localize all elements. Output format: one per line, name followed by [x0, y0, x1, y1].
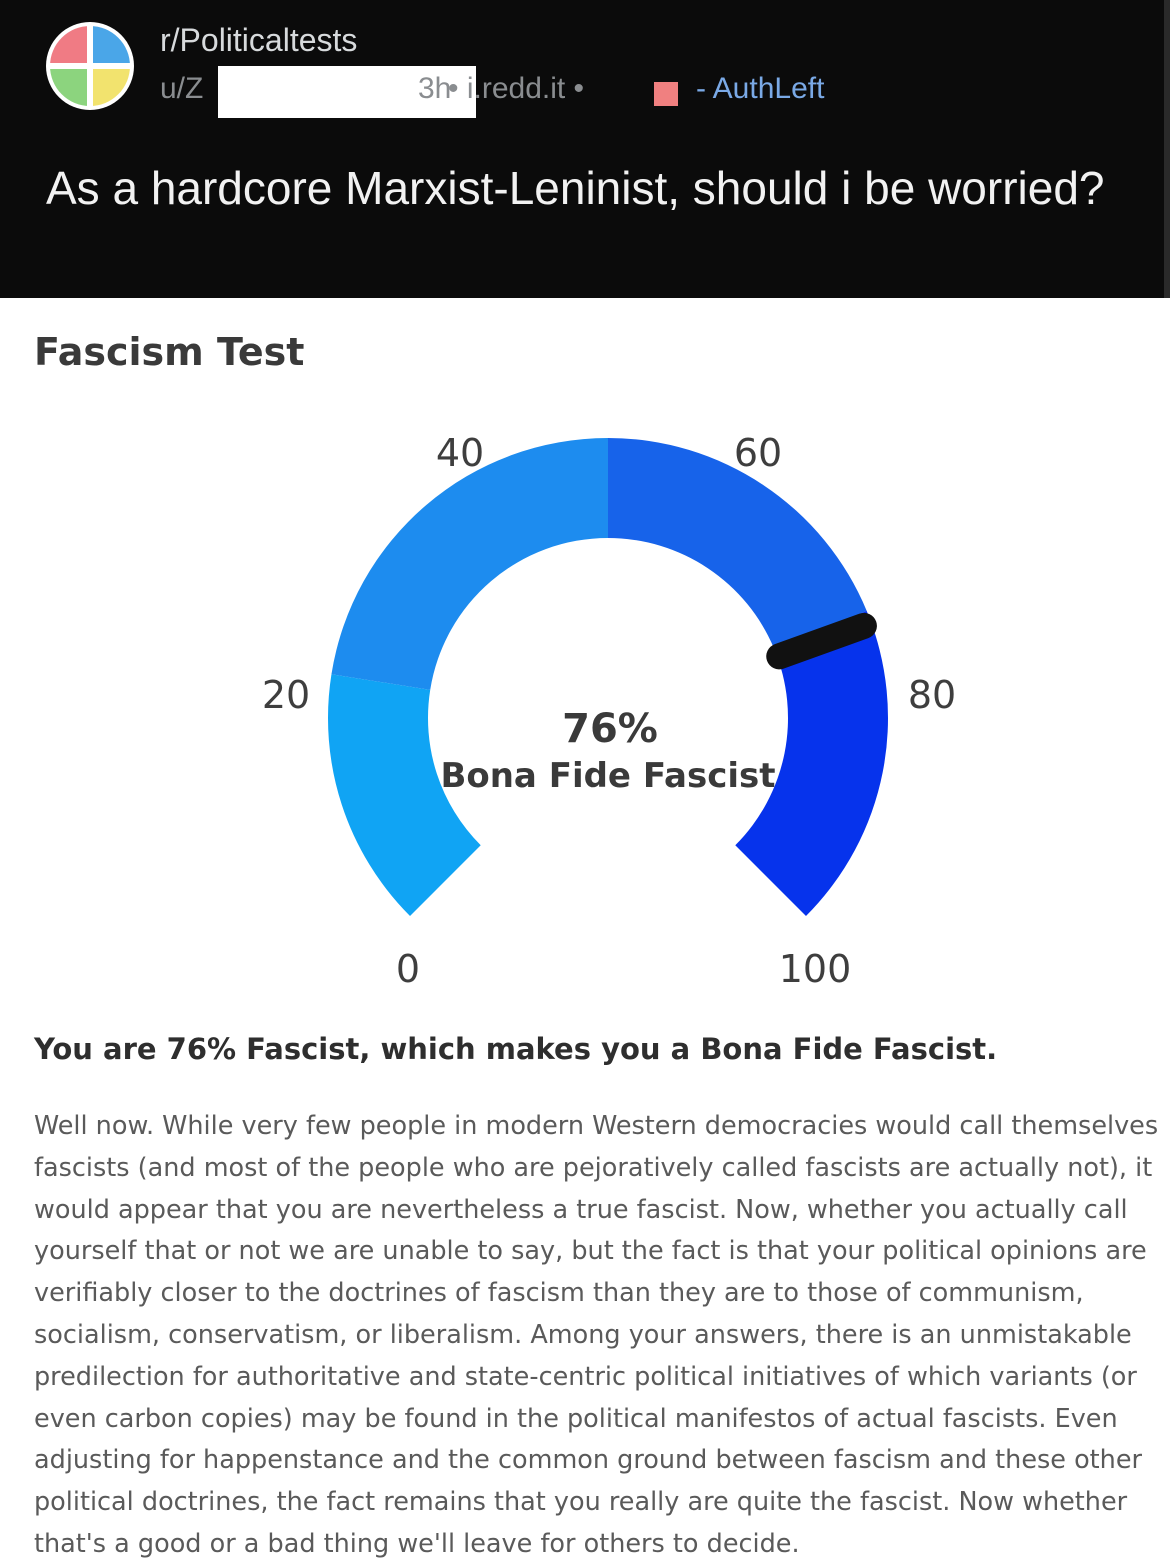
result-description-line: even carbon copies) may be found in the …	[34, 1403, 1118, 1434]
quiz-title: Fascism Test	[34, 330, 305, 374]
post-header: r/Politicaltests u/Z 3h • i.redd.it • - …	[0, 0, 1170, 298]
result-description-line: adjusting for happenstance and the commo…	[34, 1445, 1143, 1476]
gauge-tick-label: 60	[734, 431, 782, 475]
post-age: 3h	[418, 72, 452, 105]
result-description-line: would appear that you are nevertheless a…	[34, 1194, 1128, 1225]
flair-color-square	[654, 82, 678, 106]
gauge-segment	[328, 674, 481, 916]
result-heading: You are 76% Fascist, which makes you a B…	[34, 1032, 998, 1066]
subreddit-name[interactable]: r/Politicaltests	[160, 22, 358, 58]
gauge-category-label: Bona Fide Fascist	[440, 756, 775, 796]
gauge-tick-label: 0	[396, 947, 420, 991]
gauge-tick-label: 20	[262, 673, 310, 717]
result-description-line: fascists (and most of the people who are…	[34, 1152, 1153, 1183]
result-description: Well now. While very few people in moder…	[34, 1106, 1170, 1566]
scrollbar	[1164, 0, 1170, 298]
user-flair: - AuthLeft	[696, 72, 825, 105]
post-title[interactable]: As a hardcore Marxist-Leninist, should i…	[46, 162, 1105, 214]
gauge-segments	[328, 438, 889, 916]
subreddit-icon[interactable]	[46, 22, 134, 110]
result-description-line: that's a good or a bad thing we'll leave…	[34, 1528, 800, 1559]
gauge-segment	[735, 610, 889, 916]
redaction-box	[218, 66, 476, 118]
result-description-line: predilection for authoritative and state…	[34, 1361, 1137, 1392]
gauge-tick-label: 100	[779, 947, 852, 991]
gauge-tick-label: 40	[436, 431, 484, 475]
gauge-ticks: 0 20 40 60 80 100	[262, 431, 956, 991]
result-description-line: socialism, conservatism, or liberalism. …	[34, 1319, 1132, 1350]
gauge-segment	[608, 438, 867, 650]
gauge-tick-label: 80	[908, 673, 956, 717]
gauge-value-label: 76%	[562, 706, 658, 752]
fascism-gauge: 0 20 40 60 80 100 76% Bona Fide Fascist	[262, 431, 956, 991]
gauge-needle	[766, 612, 877, 670]
result-description-line: Well now. While very few people in moder…	[34, 1111, 1159, 1141]
result-description-line: political doctrines, the fact remains th…	[34, 1487, 1128, 1518]
result-description-line: yourself that or not we are unable to sa…	[34, 1236, 1147, 1267]
result-description-line: verifiably closer to the doctrines of fa…	[34, 1278, 1084, 1309]
post-domain[interactable]: • i.redd.it •	[448, 72, 585, 105]
username[interactable]: u/Z	[160, 72, 204, 105]
gauge-segment	[331, 438, 608, 690]
